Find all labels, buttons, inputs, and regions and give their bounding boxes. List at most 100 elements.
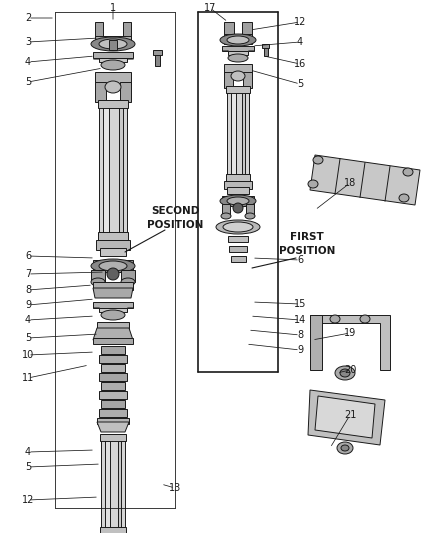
Polygon shape: [310, 315, 390, 370]
Bar: [97, 418, 129, 424]
Bar: [101, 346, 125, 354]
Text: 4: 4: [297, 37, 303, 47]
Bar: [93, 260, 133, 272]
Bar: [226, 174, 250, 181]
Ellipse shape: [121, 278, 135, 286]
Ellipse shape: [101, 310, 125, 320]
Bar: [97, 322, 129, 330]
Polygon shape: [95, 72, 131, 84]
Text: 14: 14: [294, 315, 306, 325]
Ellipse shape: [220, 195, 256, 207]
Polygon shape: [121, 270, 135, 282]
Bar: [100, 434, 126, 441]
Ellipse shape: [231, 71, 245, 81]
Text: 12: 12: [294, 17, 306, 27]
Text: 18: 18: [344, 178, 356, 188]
Polygon shape: [315, 396, 375, 438]
Ellipse shape: [330, 315, 340, 323]
Ellipse shape: [308, 180, 318, 188]
Ellipse shape: [99, 261, 127, 271]
Bar: [95, 82, 106, 102]
Bar: [118, 434, 121, 533]
Bar: [264, 46, 268, 56]
Polygon shape: [310, 155, 420, 205]
Bar: [101, 400, 125, 408]
Bar: [228, 236, 248, 242]
Bar: [229, 246, 247, 252]
Text: 8: 8: [297, 330, 303, 340]
Ellipse shape: [220, 34, 256, 46]
Ellipse shape: [223, 222, 253, 232]
Bar: [222, 196, 254, 206]
Bar: [99, 100, 127, 240]
Bar: [99, 58, 127, 62]
Text: 20: 20: [344, 365, 356, 375]
Bar: [93, 302, 133, 308]
Ellipse shape: [228, 54, 248, 62]
Bar: [224, 72, 233, 88]
Text: 17: 17: [204, 3, 216, 13]
Text: SECOND
POSITION: SECOND POSITION: [147, 206, 203, 230]
Bar: [101, 434, 125, 533]
Text: 4: 4: [25, 447, 31, 457]
Text: 1: 1: [110, 3, 116, 13]
Text: FIRST
POSITION: FIRST POSITION: [279, 232, 335, 256]
Bar: [119, 100, 123, 240]
Text: 4: 4: [25, 57, 31, 67]
Bar: [222, 204, 230, 216]
Bar: [262, 44, 269, 48]
Ellipse shape: [91, 278, 105, 286]
Bar: [227, 86, 249, 181]
Bar: [242, 22, 252, 38]
Bar: [222, 46, 254, 51]
Ellipse shape: [101, 60, 125, 70]
Text: 19: 19: [344, 328, 356, 338]
Bar: [224, 34, 252, 44]
Bar: [99, 373, 127, 381]
Bar: [243, 72, 252, 88]
Ellipse shape: [341, 445, 349, 451]
Ellipse shape: [91, 37, 135, 51]
Text: 11: 11: [22, 373, 34, 383]
Polygon shape: [91, 270, 105, 282]
Bar: [93, 338, 133, 344]
Bar: [224, 64, 252, 74]
Bar: [99, 391, 127, 399]
Ellipse shape: [233, 203, 243, 213]
Bar: [224, 181, 252, 189]
Ellipse shape: [313, 156, 323, 164]
Text: 10: 10: [22, 350, 34, 360]
Bar: [155, 52, 160, 66]
Bar: [98, 100, 128, 108]
Bar: [224, 22, 234, 38]
Bar: [120, 82, 131, 102]
Polygon shape: [123, 22, 131, 40]
Text: 4: 4: [25, 315, 31, 325]
Text: 5: 5: [25, 462, 31, 472]
Bar: [99, 308, 127, 312]
Text: 7: 7: [25, 269, 31, 279]
Polygon shape: [308, 390, 385, 445]
Ellipse shape: [221, 213, 231, 219]
Text: 5: 5: [25, 333, 31, 343]
Polygon shape: [310, 315, 322, 370]
Bar: [101, 364, 125, 372]
Bar: [101, 382, 125, 390]
Polygon shape: [93, 288, 133, 298]
Ellipse shape: [360, 315, 370, 323]
Text: 12: 12: [22, 495, 34, 505]
Bar: [103, 100, 109, 240]
Bar: [242, 86, 245, 181]
Ellipse shape: [227, 197, 249, 205]
Ellipse shape: [227, 36, 249, 44]
Ellipse shape: [107, 268, 119, 280]
Bar: [228, 51, 248, 55]
Text: 6: 6: [25, 251, 31, 261]
Text: 3: 3: [25, 37, 31, 47]
Bar: [98, 232, 128, 240]
Text: 21: 21: [344, 410, 356, 420]
Ellipse shape: [399, 194, 409, 202]
Ellipse shape: [340, 369, 350, 377]
Bar: [227, 187, 249, 194]
Text: 6: 6: [297, 255, 303, 265]
